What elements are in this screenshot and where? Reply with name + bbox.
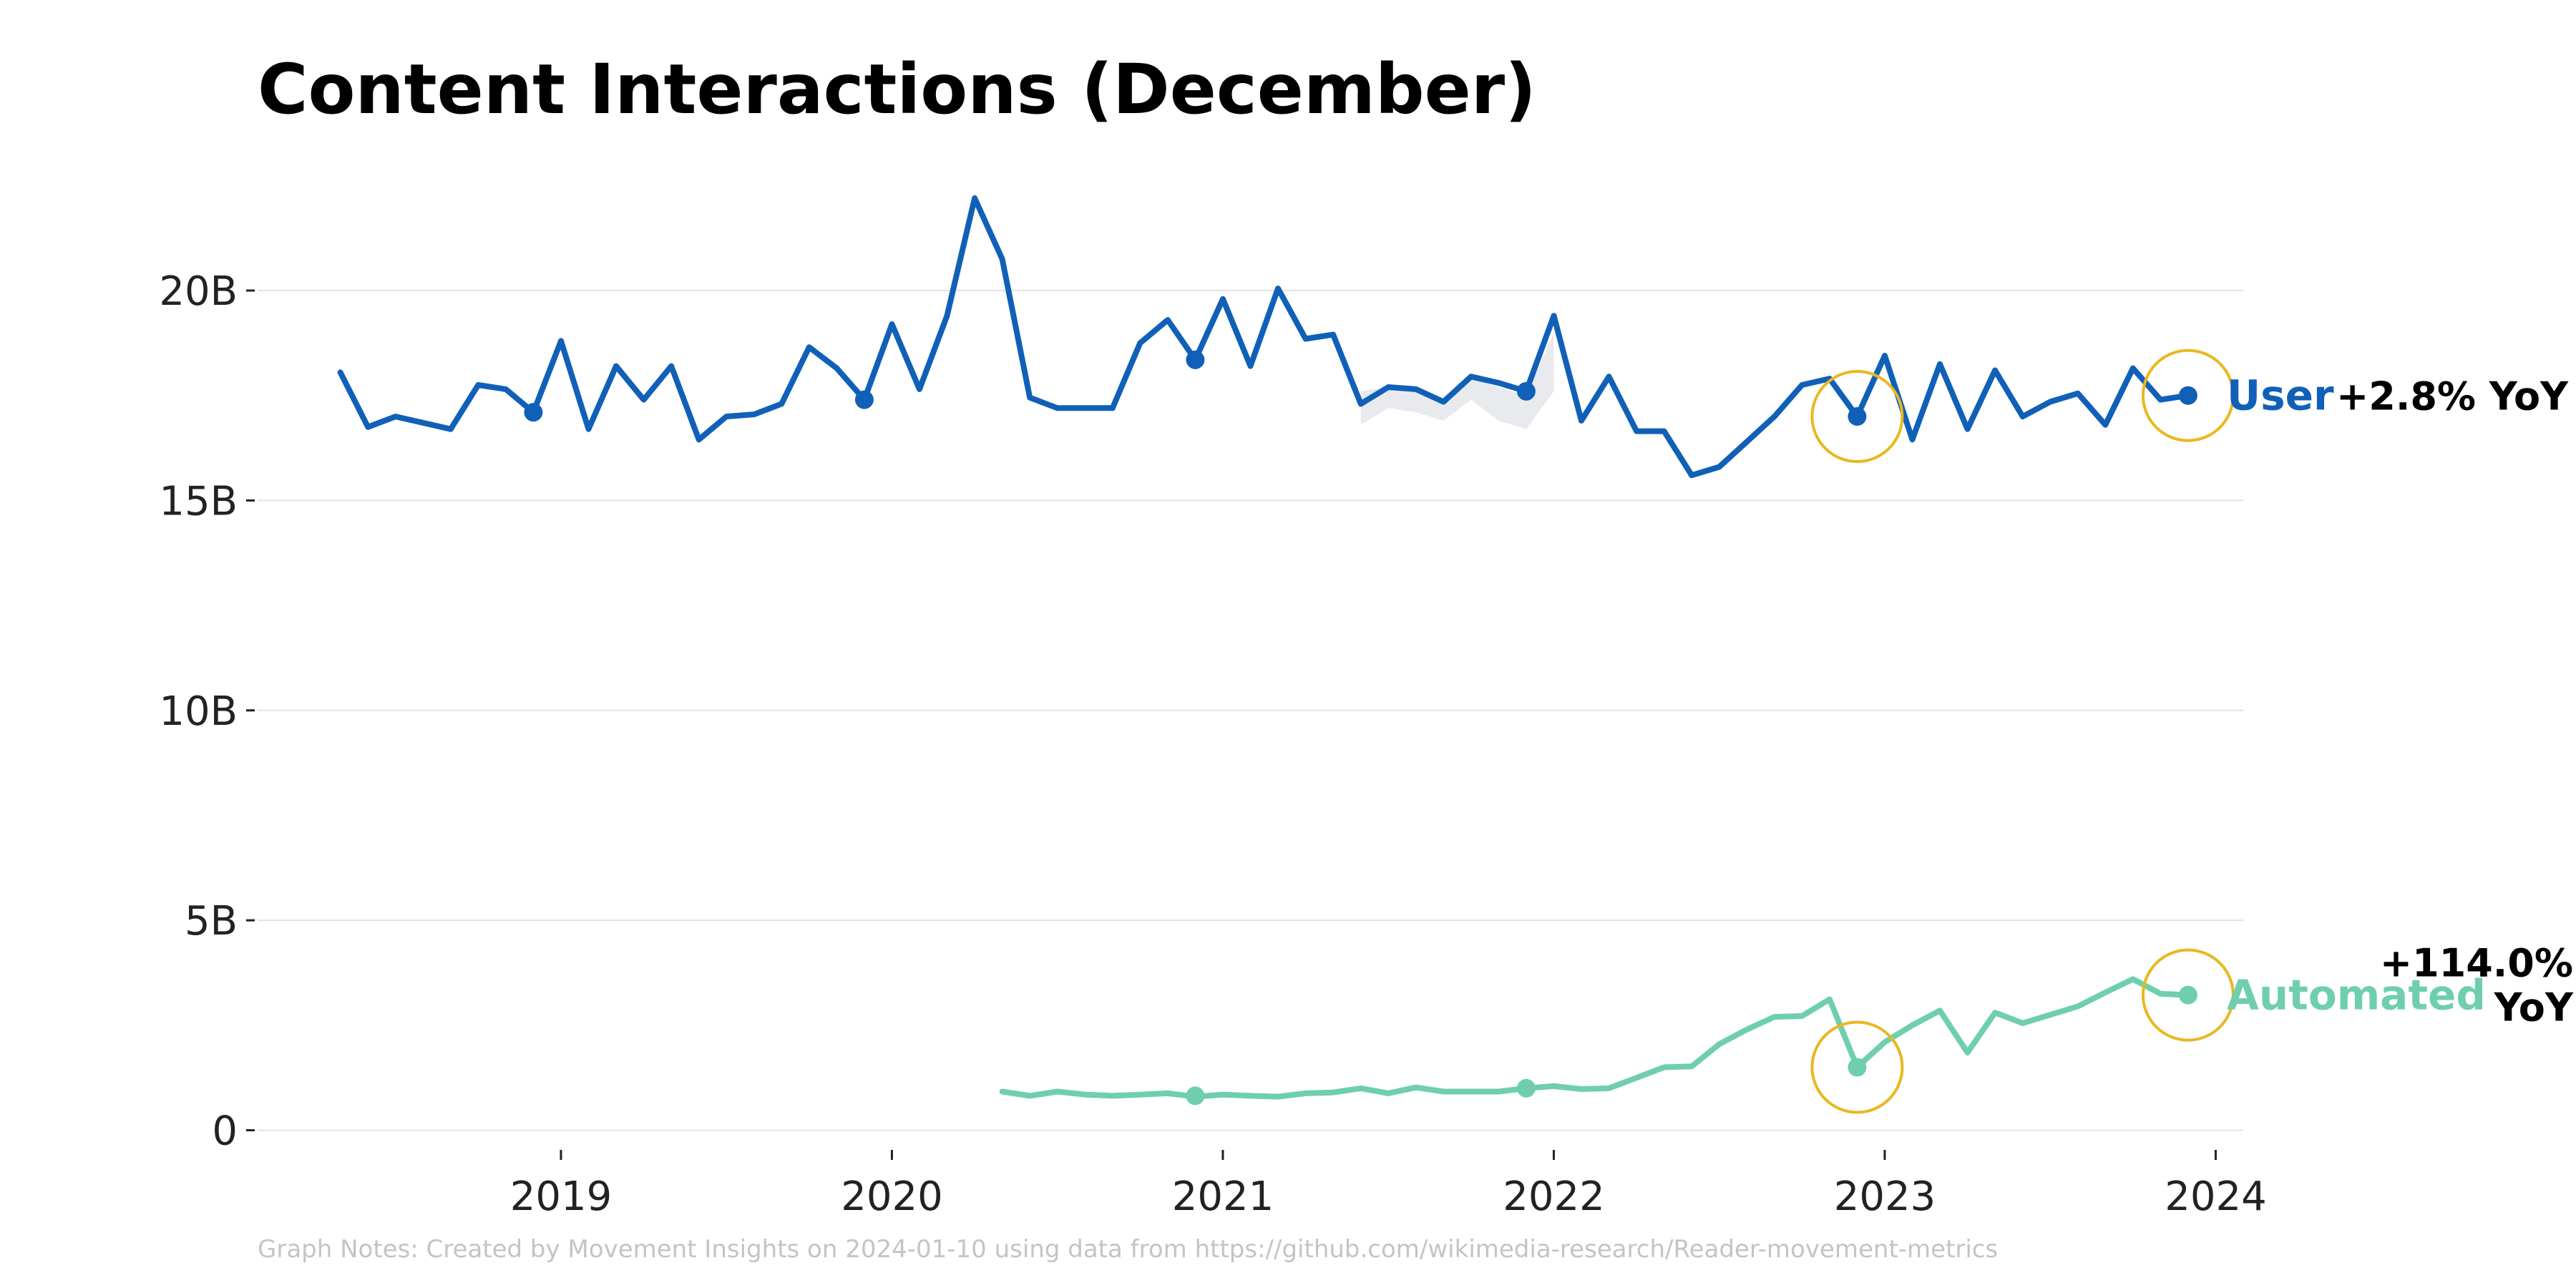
automated-point-2021-12	[1516, 1078, 1536, 1098]
automated-highlight-2022-12	[1810, 1020, 1904, 1114]
automated-yoy-value: +114.0%	[2380, 941, 2573, 986]
user-point-2019-12	[854, 390, 874, 409]
y-tick-label-1: 5B	[185, 898, 238, 945]
user-label: User	[2227, 371, 2334, 420]
user-point-2018-12	[524, 403, 543, 422]
x-tick-label-5: 2024	[2165, 1174, 2267, 1220]
y-axis: 0 5B 10B 15B 20B	[159, 268, 255, 1155]
user-band	[1360, 332, 1554, 429]
automated-highlight-2023-12	[2141, 948, 2235, 1042]
automated-yoy-label: +114.0% YoY	[2380, 941, 2574, 1030]
automated-label: Automated	[2227, 971, 2486, 1020]
automated-point-2020-12	[1186, 1086, 1205, 1106]
x-tick-label-1: 2020	[841, 1174, 943, 1220]
user-highlight-2023-12	[2141, 348, 2235, 442]
uncertainty-band	[1360, 332, 1554, 429]
x-tick-label-3: 2022	[1503, 1174, 1605, 1220]
december-markers	[524, 348, 2235, 1114]
automated-yoy-unit: YoY	[2494, 985, 2574, 1030]
graph-notes: Graph Notes: Created by Movement Insight…	[258, 1235, 1998, 1264]
automated-line	[999, 976, 2191, 1100]
user-line	[337, 195, 2191, 479]
series-labels: User Automated +2.8% YoY +114.0% YoY	[2227, 371, 2574, 1030]
series-lines	[337, 195, 2191, 1100]
grid-lines	[258, 290, 2243, 1131]
x-tick-label-0: 2019	[510, 1174, 613, 1220]
y-tick-label-3: 15B	[159, 478, 238, 525]
user-point-2022-12	[1848, 407, 1867, 426]
user-point-2020-12	[1186, 350, 1205, 369]
y-tick-label-2: 10B	[159, 688, 238, 735]
user-yoy-label: +2.8% YoY	[2336, 374, 2569, 419]
x-tick-label-2: 2021	[1172, 1174, 1274, 1220]
y-tick-label-0: 0	[212, 1108, 238, 1155]
x-tick-label-4: 2023	[1834, 1174, 1936, 1220]
user-point-2023-12	[2178, 386, 2197, 405]
automated-point-2023-12	[2178, 985, 2197, 1005]
user-highlight-2022-12	[1810, 370, 1904, 464]
chart-title: Content Interactions (December)	[258, 49, 1536, 130]
automated-point-2022-12	[1848, 1058, 1867, 1077]
user-point-2021-12	[1516, 381, 1536, 401]
y-tick-label-4: 20B	[159, 268, 238, 315]
x-axis: 2019 2020 2021 2022 2023 2024	[510, 1150, 2267, 1220]
